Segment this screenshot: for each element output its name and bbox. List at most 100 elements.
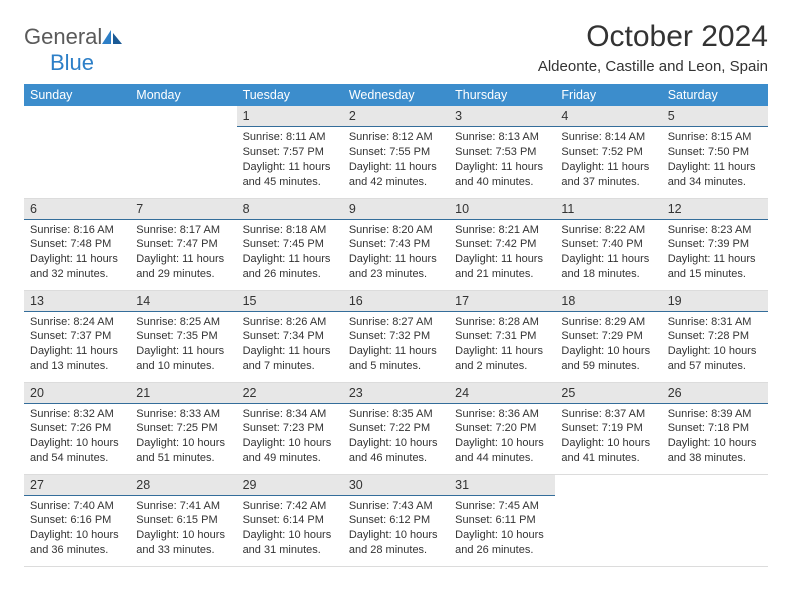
- day-info: Sunrise: 8:33 AMSunset: 7:25 PMDaylight:…: [130, 404, 236, 470]
- day-number: 25: [555, 383, 661, 404]
- day-number: 27: [24, 475, 130, 496]
- calendar-body: 1Sunrise: 8:11 AMSunset: 7:57 PMDaylight…: [24, 106, 768, 566]
- logo-text-block: General Blue: [24, 24, 122, 76]
- day-info: Sunrise: 8:37 AMSunset: 7:19 PMDaylight:…: [555, 404, 661, 470]
- day-number: 9: [343, 199, 449, 220]
- day-number: 11: [555, 199, 661, 220]
- day-info: Sunrise: 8:36 AMSunset: 7:20 PMDaylight:…: [449, 404, 555, 470]
- day-cell: 26Sunrise: 8:39 AMSunset: 7:18 PMDayligh…: [662, 382, 768, 474]
- day-number: 29: [237, 475, 343, 496]
- day-number: 8: [237, 199, 343, 220]
- calendar-head: SundayMondayTuesdayWednesdayThursdayFrid…: [24, 84, 768, 106]
- day-cell: 5Sunrise: 8:15 AMSunset: 7:50 PMDaylight…: [662, 106, 768, 198]
- day-cell: 4Sunrise: 8:14 AMSunset: 7:52 PMDaylight…: [555, 106, 661, 198]
- day-header: Monday: [130, 84, 236, 106]
- day-cell: 16Sunrise: 8:27 AMSunset: 7:32 PMDayligh…: [343, 290, 449, 382]
- day-info: Sunrise: 8:13 AMSunset: 7:53 PMDaylight:…: [449, 127, 555, 193]
- day-info: Sunrise: 8:20 AMSunset: 7:43 PMDaylight:…: [343, 220, 449, 286]
- day-info: Sunrise: 8:29 AMSunset: 7:29 PMDaylight:…: [555, 312, 661, 378]
- day-cell: 7Sunrise: 8:17 AMSunset: 7:47 PMDaylight…: [130, 198, 236, 290]
- day-cell: 25Sunrise: 8:37 AMSunset: 7:19 PMDayligh…: [555, 382, 661, 474]
- day-info: Sunrise: 8:26 AMSunset: 7:34 PMDaylight:…: [237, 312, 343, 378]
- day-header: Friday: [555, 84, 661, 106]
- day-cell: 3Sunrise: 8:13 AMSunset: 7:53 PMDaylight…: [449, 106, 555, 198]
- empty-cell: [555, 474, 661, 566]
- day-info: Sunrise: 8:11 AMSunset: 7:57 PMDaylight:…: [237, 127, 343, 193]
- day-number: 22: [237, 383, 343, 404]
- day-number: 26: [662, 383, 768, 404]
- day-cell: 30Sunrise: 7:43 AMSunset: 6:12 PMDayligh…: [343, 474, 449, 566]
- empty-cell: [130, 106, 236, 198]
- day-info: Sunrise: 8:34 AMSunset: 7:23 PMDaylight:…: [237, 404, 343, 470]
- day-header: Sunday: [24, 84, 130, 106]
- day-number: 6: [24, 199, 130, 220]
- day-cell: 31Sunrise: 7:45 AMSunset: 6:11 PMDayligh…: [449, 474, 555, 566]
- day-info: Sunrise: 7:42 AMSunset: 6:14 PMDaylight:…: [237, 496, 343, 562]
- day-header: Wednesday: [343, 84, 449, 106]
- day-info: Sunrise: 8:17 AMSunset: 7:47 PMDaylight:…: [130, 220, 236, 286]
- day-number: 17: [449, 291, 555, 312]
- logo-sail-icon: [102, 30, 122, 44]
- day-number: 28: [130, 475, 236, 496]
- day-number: 19: [662, 291, 768, 312]
- day-number: 5: [662, 106, 768, 127]
- day-info: Sunrise: 8:21 AMSunset: 7:42 PMDaylight:…: [449, 220, 555, 286]
- day-info: Sunrise: 7:45 AMSunset: 6:11 PMDaylight:…: [449, 496, 555, 562]
- day-number: 12: [662, 199, 768, 220]
- day-cell: 18Sunrise: 8:29 AMSunset: 7:29 PMDayligh…: [555, 290, 661, 382]
- day-number: 16: [343, 291, 449, 312]
- title-block: October 2024 Aldeonte, Castille and Leon…: [538, 20, 768, 75]
- day-number: 15: [237, 291, 343, 312]
- day-number: 2: [343, 106, 449, 127]
- calendar-table: SundayMondayTuesdayWednesdayThursdayFrid…: [24, 84, 768, 567]
- day-cell: 15Sunrise: 8:26 AMSunset: 7:34 PMDayligh…: [237, 290, 343, 382]
- day-info: Sunrise: 7:41 AMSunset: 6:15 PMDaylight:…: [130, 496, 236, 562]
- day-cell: 29Sunrise: 7:42 AMSunset: 6:14 PMDayligh…: [237, 474, 343, 566]
- day-cell: 13Sunrise: 8:24 AMSunset: 7:37 PMDayligh…: [24, 290, 130, 382]
- calendar-row: 20Sunrise: 8:32 AMSunset: 7:26 PMDayligh…: [24, 382, 768, 474]
- day-number: 1: [237, 106, 343, 127]
- day-info: Sunrise: 8:24 AMSunset: 7:37 PMDaylight:…: [24, 312, 130, 378]
- empty-cell: [662, 474, 768, 566]
- day-info: Sunrise: 8:15 AMSunset: 7:50 PMDaylight:…: [662, 127, 768, 193]
- calendar-row: 1Sunrise: 8:11 AMSunset: 7:57 PMDaylight…: [24, 106, 768, 198]
- day-info: Sunrise: 8:25 AMSunset: 7:35 PMDaylight:…: [130, 312, 236, 378]
- day-info: Sunrise: 8:27 AMSunset: 7:32 PMDaylight:…: [343, 312, 449, 378]
- day-cell: 24Sunrise: 8:36 AMSunset: 7:20 PMDayligh…: [449, 382, 555, 474]
- day-cell: 21Sunrise: 8:33 AMSunset: 7:25 PMDayligh…: [130, 382, 236, 474]
- day-info: Sunrise: 8:35 AMSunset: 7:22 PMDaylight:…: [343, 404, 449, 470]
- day-cell: 23Sunrise: 8:35 AMSunset: 7:22 PMDayligh…: [343, 382, 449, 474]
- logo: General Blue: [24, 24, 122, 76]
- day-cell: 19Sunrise: 8:31 AMSunset: 7:28 PMDayligh…: [662, 290, 768, 382]
- day-cell: 2Sunrise: 8:12 AMSunset: 7:55 PMDaylight…: [343, 106, 449, 198]
- day-info: Sunrise: 7:43 AMSunset: 6:12 PMDaylight:…: [343, 496, 449, 562]
- day-cell: 12Sunrise: 8:23 AMSunset: 7:39 PMDayligh…: [662, 198, 768, 290]
- day-cell: 28Sunrise: 7:41 AMSunset: 6:15 PMDayligh…: [130, 474, 236, 566]
- logo-blue: Blue: [50, 50, 94, 75]
- day-info: Sunrise: 7:40 AMSunset: 6:16 PMDaylight:…: [24, 496, 130, 562]
- calendar-row: 13Sunrise: 8:24 AMSunset: 7:37 PMDayligh…: [24, 290, 768, 382]
- day-cell: 9Sunrise: 8:20 AMSunset: 7:43 PMDaylight…: [343, 198, 449, 290]
- day-info: Sunrise: 8:39 AMSunset: 7:18 PMDaylight:…: [662, 404, 768, 470]
- day-number: 14: [130, 291, 236, 312]
- day-cell: 17Sunrise: 8:28 AMSunset: 7:31 PMDayligh…: [449, 290, 555, 382]
- day-info: Sunrise: 8:14 AMSunset: 7:52 PMDaylight:…: [555, 127, 661, 193]
- day-number: 31: [449, 475, 555, 496]
- empty-cell: [24, 106, 130, 198]
- calendar-row: 27Sunrise: 7:40 AMSunset: 6:16 PMDayligh…: [24, 474, 768, 566]
- day-cell: 8Sunrise: 8:18 AMSunset: 7:45 PMDaylight…: [237, 198, 343, 290]
- month-title: October 2024: [538, 20, 768, 54]
- day-info: Sunrise: 8:23 AMSunset: 7:39 PMDaylight:…: [662, 220, 768, 286]
- logo-general: General: [24, 24, 102, 49]
- day-number: 7: [130, 199, 236, 220]
- day-info: Sunrise: 8:31 AMSunset: 7:28 PMDaylight:…: [662, 312, 768, 378]
- day-header: Saturday: [662, 84, 768, 106]
- day-cell: 10Sunrise: 8:21 AMSunset: 7:42 PMDayligh…: [449, 198, 555, 290]
- calendar-row: 6Sunrise: 8:16 AMSunset: 7:48 PMDaylight…: [24, 198, 768, 290]
- day-info: Sunrise: 8:18 AMSunset: 7:45 PMDaylight:…: [237, 220, 343, 286]
- location: Aldeonte, Castille and Leon, Spain: [538, 58, 768, 75]
- day-number: 13: [24, 291, 130, 312]
- day-cell: 11Sunrise: 8:22 AMSunset: 7:40 PMDayligh…: [555, 198, 661, 290]
- day-info: Sunrise: 8:22 AMSunset: 7:40 PMDaylight:…: [555, 220, 661, 286]
- day-cell: 14Sunrise: 8:25 AMSunset: 7:35 PMDayligh…: [130, 290, 236, 382]
